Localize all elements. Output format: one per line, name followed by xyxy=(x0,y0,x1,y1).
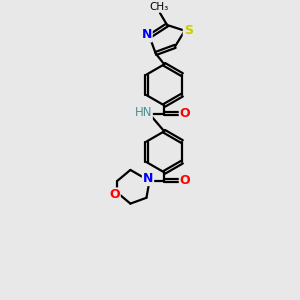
Text: HN: HN xyxy=(134,106,152,119)
Text: O: O xyxy=(109,188,120,201)
Text: CH₃: CH₃ xyxy=(150,2,169,12)
Text: S: S xyxy=(184,24,193,37)
Text: N: N xyxy=(143,172,153,185)
Text: N: N xyxy=(141,28,152,41)
Text: O: O xyxy=(180,174,190,188)
Text: O: O xyxy=(180,107,190,120)
